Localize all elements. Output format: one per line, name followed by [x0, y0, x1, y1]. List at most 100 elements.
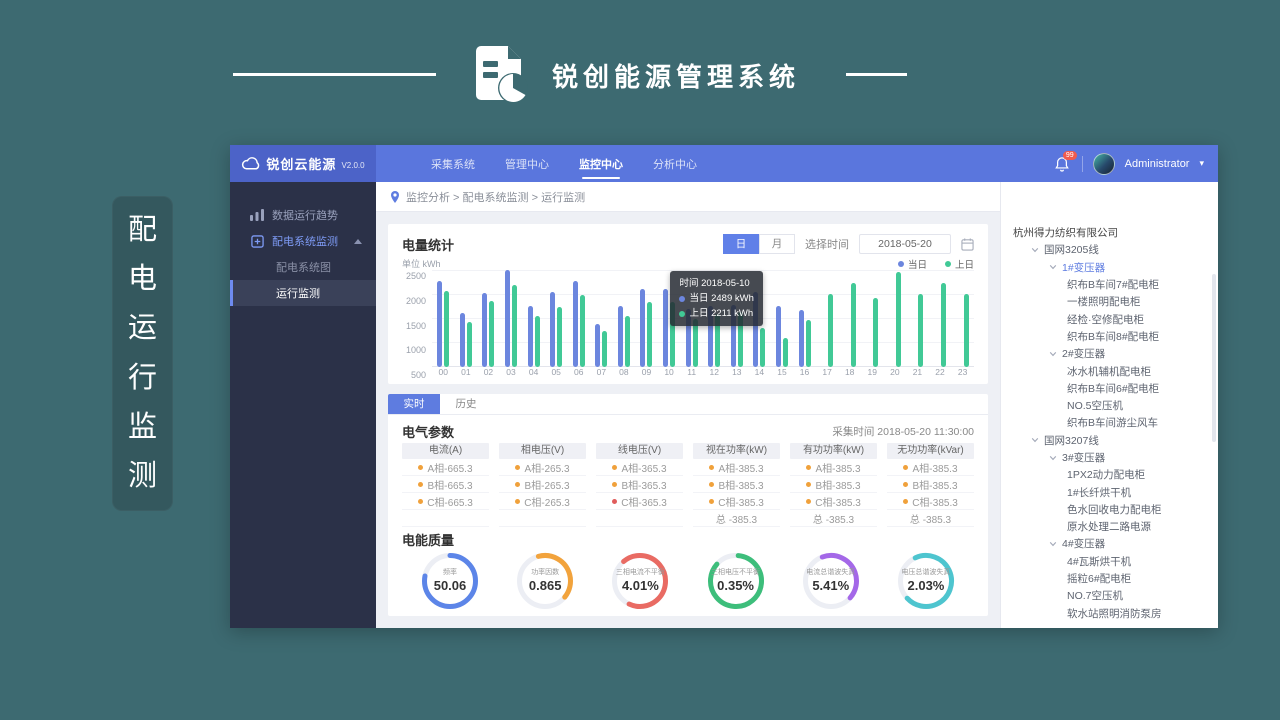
gauge-1: 功率因数 0.865	[501, 550, 589, 611]
bar-group	[793, 271, 816, 367]
tree-item-5[interactable]: 经检·空修配电柜	[1001, 310, 1218, 327]
notification-bell-icon[interactable]: 99	[1052, 150, 1077, 174]
tab-1[interactable]: 历史	[455, 398, 477, 410]
chevron-down-icon[interactable]: ▾	[1199, 158, 1204, 168]
app-logo[interactable]: 锐创云能源 V2.0.0	[230, 145, 376, 182]
tab-0[interactable]: 实时	[388, 394, 440, 414]
scrollbar[interactable]	[1212, 274, 1216, 442]
nav-item-0[interactable]: 采集系统	[431, 158, 475, 171]
energy-card-title: 电量统计	[402, 237, 455, 253]
table-column: 相电压(V) A相-265.3 B相-265.3 C相-265.3	[499, 443, 586, 527]
bar	[753, 292, 759, 367]
toggle-option-0[interactable]: 日	[723, 234, 759, 254]
gauge-3: 三相电压不平衡 0.35%	[692, 550, 780, 611]
sidebar-item-3[interactable]: 运行监测	[230, 280, 376, 306]
tree-item-1[interactable]: 国网3205线	[1001, 241, 1218, 258]
cell-text: C相-265.3	[524, 497, 570, 509]
gauge-text: 三相电压不平衡 0.35%	[692, 550, 780, 611]
nav-item-3[interactable]: 分析中心	[653, 158, 697, 171]
date-input[interactable]: 2018-05-20	[859, 234, 951, 254]
tree-item-19[interactable]: 4#瓦斯烘干机	[1001, 553, 1218, 570]
table-cell: B相-365.3	[596, 476, 683, 493]
tooltip-rows: 当日 2489 kWh 上日 2211 kWh	[679, 291, 754, 321]
tree-item-9[interactable]: 织布B车间6#配电柜	[1001, 380, 1218, 397]
tree-item-20[interactable]: 摇粒6#配电柜	[1001, 570, 1218, 587]
sidebar-item-0[interactable]: 数据运行趋势	[230, 202, 376, 228]
nav-item-1[interactable]: 管理中心	[505, 158, 549, 171]
bar-group	[929, 271, 952, 367]
tree-item-label: 织布B车间7#配电柜	[1067, 279, 1160, 292]
tree-item-14[interactable]: 1PX2动力配电柜	[1001, 466, 1218, 483]
tree-item-2[interactable]: 1#变压器	[1001, 259, 1218, 276]
tree-item-label: 一楼照明配电柜	[1067, 296, 1141, 309]
tree-item-11[interactable]: 织布B车间游尘风车	[1001, 414, 1218, 431]
bar-group	[748, 271, 771, 367]
avatar[interactable]	[1092, 152, 1115, 175]
bar	[798, 310, 804, 367]
day-month-toggle: 日月	[723, 234, 795, 254]
tree-item-label: 1#长纤烘干机	[1067, 486, 1132, 499]
tree-item-7[interactable]: 2#变压器	[1001, 345, 1218, 362]
tree-item-22[interactable]: 软水站照明消防泵房	[1001, 605, 1218, 622]
table-cell: B相-385.3	[790, 476, 877, 493]
chart-unit-label: 单位 kWh	[402, 259, 441, 269]
cell-text: C相-665.3	[427, 497, 473, 509]
username[interactable]: Administrator	[1124, 157, 1190, 170]
cell-text: A相-365.3	[621, 463, 667, 475]
cell-text: B相-385.3	[815, 480, 861, 492]
tree-item-17[interactable]: 原水处理二路电源	[1001, 518, 1218, 535]
side-label-char: 行	[127, 361, 157, 394]
logo-text: 锐创云能源	[266, 157, 337, 172]
gauge-value: 50.06	[433, 577, 467, 593]
x-tick-label: 06	[574, 367, 584, 377]
cell-text: A相-385.3	[815, 463, 861, 475]
y-tick-label: 500	[410, 370, 426, 380]
sidebar-item-2[interactable]: 配电系统图	[276, 262, 331, 274]
tree-item-15[interactable]: 1#长纤烘干机	[1001, 483, 1218, 500]
bar-group	[884, 271, 907, 367]
bar-plot[interactable]: 时间 2018-05-10 当日 2489 kWh 上日 2211 kWh	[432, 270, 974, 367]
x-tick-label: 01	[461, 367, 471, 377]
gauges-row: 频率 50.06 功率因数 0.865 三相电流不平衡 4.01% 三相电压不平衡 0.…	[402, 549, 974, 612]
divider	[1081, 155, 1083, 172]
tooltip-time: 时间 2018-05-10	[679, 278, 750, 289]
tree-item-21[interactable]: NO.7空压机	[1001, 587, 1218, 604]
tree-item-0[interactable]: 杭州得力纺织有限公司	[1001, 224, 1218, 241]
tree-item-3[interactable]: 织布B车间7#配电柜	[1001, 276, 1218, 293]
tree-item-13[interactable]: 3#变压器	[1001, 449, 1218, 466]
chevron-down-icon	[1049, 540, 1057, 548]
x-tick-label: 07	[596, 367, 607, 377]
dashboard-window: 锐创云能源 V2.0.0 采集系统 管理中心 监控中心 分析中心 99 Adminis…	[230, 145, 1218, 628]
x-tick-label: 08	[619, 367, 629, 377]
breadcrumb-text: 监控分析 > 配电系统监测 > 运行监测	[406, 191, 586, 204]
cell-text: C相-385.3	[912, 497, 958, 509]
table-header: 相电压(V)	[499, 443, 586, 459]
gauge-label: 功率因数	[531, 568, 560, 576]
tree-item-4[interactable]: 一楼照明配电柜	[1001, 293, 1218, 310]
tree-item-label: 冰水机辅机配电柜	[1067, 365, 1151, 378]
tree-item-8[interactable]: 冰水机辅机配电柜	[1001, 362, 1218, 379]
table-cell: A相-365.3	[596, 459, 683, 476]
tree-item-label: 杭州得力纺织有限公司	[1013, 227, 1118, 240]
tree-item-6[interactable]: 织布B车间8#配电柜	[1001, 328, 1218, 345]
sidebar-item-1[interactable]: 配电系统监测	[230, 228, 376, 254]
page-title: 锐创能源管理系统	[552, 62, 801, 92]
tree-item-12[interactable]: 国网3207线	[1001, 432, 1218, 449]
tree-item-10[interactable]: NO.5空压机	[1001, 397, 1218, 414]
bar	[640, 288, 646, 367]
nav-item-2[interactable]: 监控中心	[564, 145, 638, 182]
x-tick-label: 15	[777, 367, 787, 377]
bar	[737, 311, 743, 367]
x-tick-label: 12	[709, 367, 719, 377]
y-tick-label: 2500	[405, 271, 426, 281]
gauge-text: 功率因数 0.865	[501, 550, 589, 611]
status-dot	[709, 464, 715, 470]
bar	[918, 294, 924, 367]
table-cell	[499, 510, 586, 527]
tree-item-16[interactable]: 色水回收电力配电柜	[1001, 501, 1218, 518]
toggle-option-1[interactable]: 月	[759, 234, 795, 254]
bar-group	[906, 271, 929, 367]
calendar-icon[interactable]	[961, 237, 974, 251]
tree-item-18[interactable]: 4#变压器	[1001, 535, 1218, 552]
tooltip-row: 上日 2211 kWh	[679, 306, 753, 321]
